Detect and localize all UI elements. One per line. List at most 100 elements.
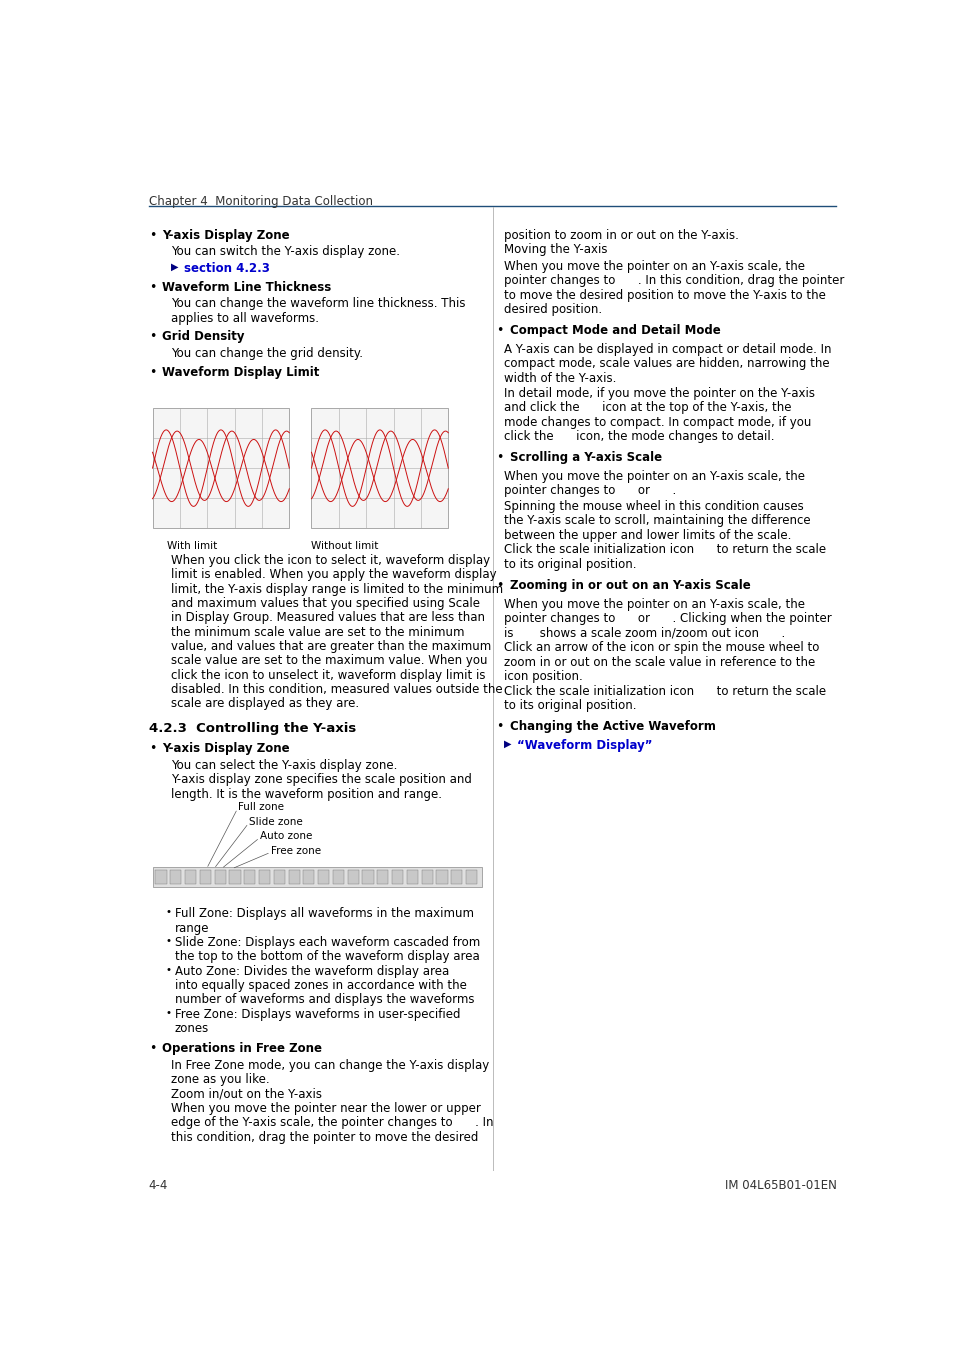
Text: Y-axis Display Zone: Y-axis Display Zone <box>162 743 290 755</box>
Text: Click the scale initialization icon      to return the scale: Click the scale initialization icon to r… <box>503 684 825 698</box>
Text: When you move the pointer on an Y-axis scale, the: When you move the pointer on an Y-axis s… <box>503 598 804 610</box>
Text: 4-4: 4-4 <box>149 1179 168 1192</box>
Text: •: • <box>496 451 503 464</box>
Bar <box>170 869 181 884</box>
Text: •: • <box>149 331 156 343</box>
Text: compact mode, scale values are hidden, narrowing the: compact mode, scale values are hidden, n… <box>503 358 828 370</box>
Text: Slide Zone: Displays each waveform cascaded from: Slide Zone: Displays each waveform casca… <box>174 936 479 949</box>
Text: value, and values that are greater than the maximum: value, and values that are greater than … <box>171 640 491 653</box>
Bar <box>185 869 196 884</box>
Text: and maximum values that you specified using Scale: and maximum values that you specified us… <box>171 597 479 610</box>
Text: Full zone: Full zone <box>237 802 283 813</box>
Bar <box>258 869 270 884</box>
Text: click the      icon, the mode changes to detail.: click the icon, the mode changes to deta… <box>503 431 774 443</box>
Bar <box>152 408 289 528</box>
Text: ▶: ▶ <box>503 738 511 749</box>
Bar <box>244 869 255 884</box>
Text: length. It is the waveform position and range.: length. It is the waveform position and … <box>171 788 441 801</box>
Text: Compact Mode and Detail Mode: Compact Mode and Detail Mode <box>509 324 720 338</box>
Bar <box>347 869 358 884</box>
Text: section 4.2.3: section 4.2.3 <box>184 262 270 275</box>
Text: the Y-axis scale to scroll, maintaining the difference: the Y-axis scale to scroll, maintaining … <box>503 514 809 528</box>
Text: Grid Density: Grid Density <box>162 331 244 343</box>
Text: •: • <box>149 366 156 379</box>
Text: Operations in Free Zone: Operations in Free Zone <box>162 1042 322 1056</box>
Text: to its original position.: to its original position. <box>503 699 636 713</box>
Text: Waveform Line Thickness: Waveform Line Thickness <box>162 281 331 293</box>
Bar <box>229 869 240 884</box>
Bar <box>451 869 462 884</box>
Text: Without limit: Without limit <box>311 541 378 551</box>
Text: Chapter 4  Monitoring Data Collection: Chapter 4 Monitoring Data Collection <box>149 196 373 208</box>
Text: between the upper and lower limits of the scale.: between the upper and lower limits of th… <box>503 529 790 541</box>
Bar <box>303 869 314 884</box>
Text: the minimum scale value are set to the minimum: the minimum scale value are set to the m… <box>171 625 464 639</box>
Text: •: • <box>496 579 503 591</box>
Text: to move the desired position to move the Y-axis to the: to move the desired position to move the… <box>503 289 824 302</box>
Bar <box>199 869 211 884</box>
Text: ▶: ▶ <box>171 262 178 271</box>
Text: Y-axis Display Zone: Y-axis Display Zone <box>162 228 290 242</box>
Text: Full Zone: Displays all waveforms in the maximum: Full Zone: Displays all waveforms in the… <box>174 907 474 921</box>
Bar <box>214 869 226 884</box>
Text: Scrolling a Y-axis Scale: Scrolling a Y-axis Scale <box>509 451 661 464</box>
Bar <box>362 869 374 884</box>
Text: icon position.: icon position. <box>503 671 582 683</box>
Text: When you click the icon to select it, waveform display: When you click the icon to select it, wa… <box>171 554 490 567</box>
Text: pointer changes to      . In this condition, drag the pointer: pointer changes to . In this condition, … <box>503 274 843 288</box>
Text: desired position.: desired position. <box>503 304 601 316</box>
Text: You can change the waveform line thickness. This: You can change the waveform line thickne… <box>171 297 465 310</box>
Bar <box>317 869 329 884</box>
Bar <box>288 869 299 884</box>
Text: Zooming in or out on an Y-axis Scale: Zooming in or out on an Y-axis Scale <box>509 579 750 591</box>
Text: Free zone: Free zone <box>271 846 320 856</box>
Text: •: • <box>165 965 171 975</box>
Text: and click the      icon at the top of the Y-axis, the: and click the icon at the top of the Y-a… <box>503 401 790 414</box>
Text: disabled. In this condition, measured values outside the: disabled. In this condition, measured va… <box>171 683 502 697</box>
Bar <box>333 869 344 884</box>
Text: position to zoom in or out on the Y-axis.: position to zoom in or out on the Y-axis… <box>503 228 738 242</box>
Text: scale value are set to the maximum value. When you: scale value are set to the maximum value… <box>171 655 487 667</box>
Bar <box>465 869 476 884</box>
Text: •: • <box>165 1007 171 1018</box>
Bar <box>436 869 447 884</box>
Text: this condition, drag the pointer to move the desired: this condition, drag the pointer to move… <box>171 1131 477 1143</box>
Text: zones: zones <box>174 1022 209 1035</box>
Text: Zoom in/out on the Y-axis: Zoom in/out on the Y-axis <box>171 1088 322 1100</box>
Text: •: • <box>496 324 503 338</box>
Text: IM 04L65B01-01EN: IM 04L65B01-01EN <box>723 1179 836 1192</box>
Text: •: • <box>496 720 503 733</box>
Text: •: • <box>165 936 171 946</box>
Text: Auto zone: Auto zone <box>259 832 312 841</box>
Text: is       shows a scale zoom in/zoom out icon      .: is shows a scale zoom in/zoom out icon . <box>503 626 784 640</box>
Bar <box>311 408 448 528</box>
Text: In detail mode, if you move the pointer on the Y-axis: In detail mode, if you move the pointer … <box>503 386 814 400</box>
Text: Click an arrow of the icon or spin the mouse wheel to: Click an arrow of the icon or spin the m… <box>503 641 819 655</box>
Text: In Free Zone mode, you can change the Y-axis display: In Free Zone mode, you can change the Y-… <box>171 1060 489 1072</box>
Text: the top to the bottom of the waveform display area: the top to the bottom of the waveform di… <box>174 950 479 964</box>
Text: number of waveforms and displays the waveforms: number of waveforms and displays the wav… <box>174 994 474 1006</box>
Text: •: • <box>149 228 156 242</box>
Text: Spinning the mouse wheel in this condition causes: Spinning the mouse wheel in this conditi… <box>503 500 802 513</box>
Text: into equally spaced zones in accordance with the: into equally spaced zones in accordance … <box>174 979 466 992</box>
Text: “Waveform Display”: “Waveform Display” <box>517 738 652 752</box>
Text: limit, the Y-axis display range is limited to the minimum: limit, the Y-axis display range is limit… <box>171 583 502 595</box>
Text: 4.2.3  Controlling the Y-axis: 4.2.3 Controlling the Y-axis <box>149 722 355 736</box>
Text: Y-axis display zone specifies the scale position and: Y-axis display zone specifies the scale … <box>171 774 472 786</box>
Text: When you move the pointer on an Y-axis scale, the: When you move the pointer on an Y-axis s… <box>503 259 804 273</box>
Text: With limit: With limit <box>167 541 217 551</box>
Text: Free Zone: Displays waveforms in user-specified: Free Zone: Displays waveforms in user-sp… <box>174 1007 459 1021</box>
Text: zone as you like.: zone as you like. <box>171 1073 270 1087</box>
Text: range: range <box>174 922 209 934</box>
Text: •: • <box>165 907 171 917</box>
Text: to its original position.: to its original position. <box>503 558 636 571</box>
Text: •: • <box>149 1042 156 1056</box>
Text: mode changes to compact. In compact mode, if you: mode changes to compact. In compact mode… <box>503 416 810 429</box>
Text: in Display Group. Measured values that are less than: in Display Group. Measured values that a… <box>171 612 484 624</box>
Bar <box>376 869 388 884</box>
Bar <box>152 867 481 887</box>
Text: Slide zone: Slide zone <box>249 817 302 828</box>
Text: •: • <box>149 743 156 755</box>
Text: pointer changes to      or      . Clicking when the pointer: pointer changes to or . Clicking when th… <box>503 612 831 625</box>
Text: edge of the Y-axis scale, the pointer changes to      . In: edge of the Y-axis scale, the pointer ch… <box>171 1116 493 1130</box>
